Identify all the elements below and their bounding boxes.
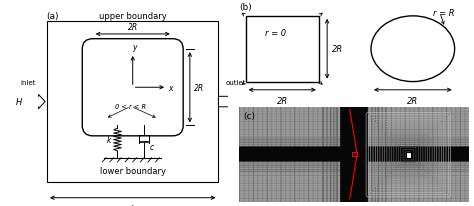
Bar: [47, 21, 219, 183]
Text: 2R: 2R: [194, 83, 204, 92]
Text: 2R: 2R: [407, 96, 419, 105]
Text: (a): (a): [46, 12, 59, 21]
FancyArrow shape: [28, 95, 45, 109]
Text: (c): (c): [243, 112, 255, 121]
Text: lower boundary: lower boundary: [100, 166, 166, 175]
Text: k: k: [107, 136, 111, 144]
FancyArrow shape: [219, 95, 236, 109]
Text: (b): (b): [239, 3, 252, 12]
Text: 2R: 2R: [277, 96, 288, 105]
FancyBboxPatch shape: [82, 40, 183, 136]
Text: r = R: r = R: [433, 9, 455, 18]
Text: y: y: [132, 43, 137, 52]
Text: 0 < r < R: 0 < r < R: [115, 104, 146, 110]
Text: 2R: 2R: [128, 23, 138, 32]
Text: L: L: [130, 204, 135, 206]
Text: inlet: inlet: [20, 80, 36, 86]
Text: x: x: [169, 83, 173, 92]
Text: c: c: [150, 142, 154, 151]
Bar: [352, 152, 357, 157]
Text: outlet: outlet: [225, 80, 246, 86]
Text: upper boundary: upper boundary: [99, 12, 166, 21]
Bar: [246, 17, 319, 82]
Text: 2R: 2R: [332, 45, 344, 54]
Text: r = 0: r = 0: [265, 29, 286, 38]
Text: H: H: [15, 98, 22, 107]
